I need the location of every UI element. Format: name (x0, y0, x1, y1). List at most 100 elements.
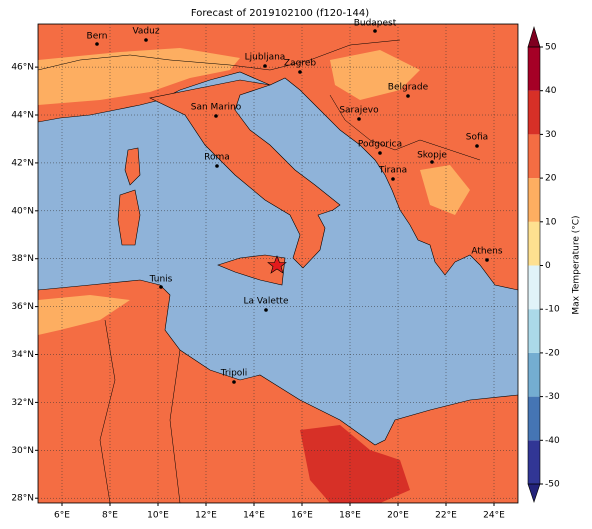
city: Podgorica (358, 140, 402, 155)
city-dot (406, 94, 410, 98)
city-dot (232, 380, 236, 384)
y-tick-label: 40°N (11, 206, 34, 216)
city-dot (214, 114, 218, 118)
city-dot (159, 285, 163, 289)
city-label: Sarajevo (339, 106, 379, 116)
city-dot (391, 177, 395, 181)
colorbar-tick-label: -20 (545, 348, 560, 358)
y-tick-label: 30°N (11, 446, 34, 456)
colorbar-band (528, 440, 540, 484)
city-label: Skopje (417, 151, 447, 161)
city-dot (298, 70, 302, 74)
city-dot (373, 29, 377, 33)
x-tick-label: 10°E (147, 511, 169, 521)
forecast-point (267, 255, 287, 274)
x-tick-label: 16°E (291, 511, 313, 521)
city-dot (215, 164, 219, 168)
colorbar-tick-label: 20 (545, 174, 557, 184)
colorbar-under (527, 483, 541, 503)
city: Sofia (466, 133, 488, 148)
x-tick-label: 6°E (54, 511, 70, 521)
colorbar-tick-label: -50 (545, 480, 560, 490)
map-frame (37, 23, 519, 504)
colorbar-band (528, 47, 540, 91)
y-tick-label: 44°N (11, 111, 34, 121)
y-tick-label: 36°N (11, 302, 34, 312)
colorbar-tick-label: 0 (545, 261, 551, 271)
greece-warm (420, 165, 470, 215)
alps-warm (38, 48, 240, 105)
atlas-warm (38, 295, 130, 335)
x-tick-label: 24°E (483, 511, 505, 521)
border (329, 94, 481, 161)
x-tick-label: 18°E (339, 511, 361, 521)
colorbar-tick-label: 30 (545, 130, 557, 140)
city: Sarajevo (339, 106, 379, 121)
city: San Marino (191, 103, 242, 118)
city: Zagreb (284, 59, 316, 74)
sardinia (117, 189, 141, 246)
city: Tunis (149, 275, 173, 289)
map (38, 24, 518, 503)
city: Tirana (378, 166, 407, 181)
y-tick-label: 32°N (11, 398, 34, 408)
city: Athens (471, 247, 503, 262)
city-dot (264, 308, 268, 312)
border (38, 39, 401, 71)
city-label: Budapest (354, 19, 397, 29)
cities: Bern Vaduz Budapest Ljubljana Zagreb Bel… (87, 19, 503, 384)
colorbar-tick-label: 50 (545, 43, 557, 53)
colorbar-tick-label: 40 (545, 86, 557, 96)
corsica (124, 147, 141, 186)
city: Bern (87, 32, 108, 46)
map-title: Forecast of 2019102100 (f120-144) (191, 8, 369, 19)
city-label: Tirana (378, 166, 407, 176)
city-label: Vaduz (132, 27, 159, 37)
city-dot (378, 151, 382, 155)
city-label: Roma (204, 153, 230, 163)
city-label: Zagreb (284, 59, 316, 69)
city-label: Sofia (466, 133, 488, 143)
colorbar-band (528, 309, 540, 353)
city-dot (475, 144, 479, 148)
city: Belgrade (388, 83, 429, 98)
colorbar-tick-label: -40 (545, 436, 560, 446)
y-tick-label: 28°N (11, 494, 34, 504)
city: Skopje (417, 151, 447, 164)
border (99, 319, 116, 503)
colorbar-band (528, 178, 540, 222)
colorbar-band (528, 90, 540, 135)
city: Vaduz (132, 27, 160, 42)
y-tick-label: 38°N (11, 254, 34, 264)
city-dot (357, 117, 361, 121)
city: Tripoli (220, 369, 247, 384)
colorbar-tick-label: -10 (545, 305, 560, 315)
city-dot (95, 42, 99, 46)
x-tick-label: 8°E (102, 511, 118, 521)
x-tick-label: 14°E (243, 511, 265, 521)
libya-hot (300, 425, 410, 503)
y-tick-label: 34°N (11, 350, 34, 360)
city-dot (430, 160, 434, 164)
city: Ljubljana (245, 53, 286, 68)
y-tick-label: 42°N (11, 158, 34, 168)
city-dot (144, 38, 148, 42)
x-tick-label: 12°E (195, 511, 217, 521)
colorbar-label: Max Temperature (°C) (572, 215, 582, 314)
city-label: Podgorica (358, 140, 402, 150)
city-label: Bern (87, 32, 108, 42)
balkans-warm (330, 50, 420, 100)
colorbar-band (528, 396, 540, 441)
colorbar-band (528, 134, 540, 179)
city: Budapest (354, 19, 397, 33)
city-label: Ljubljana (245, 53, 286, 63)
city-label: Tunis (149, 275, 173, 285)
colorbar-band (528, 221, 540, 266)
city-label: Athens (471, 247, 502, 257)
colorbar-band (528, 352, 540, 397)
colorbar-tick-label: -30 (545, 392, 560, 402)
colorbar-over (527, 25, 541, 48)
city-label: Belgrade (388, 83, 429, 93)
city-dot (263, 64, 267, 68)
